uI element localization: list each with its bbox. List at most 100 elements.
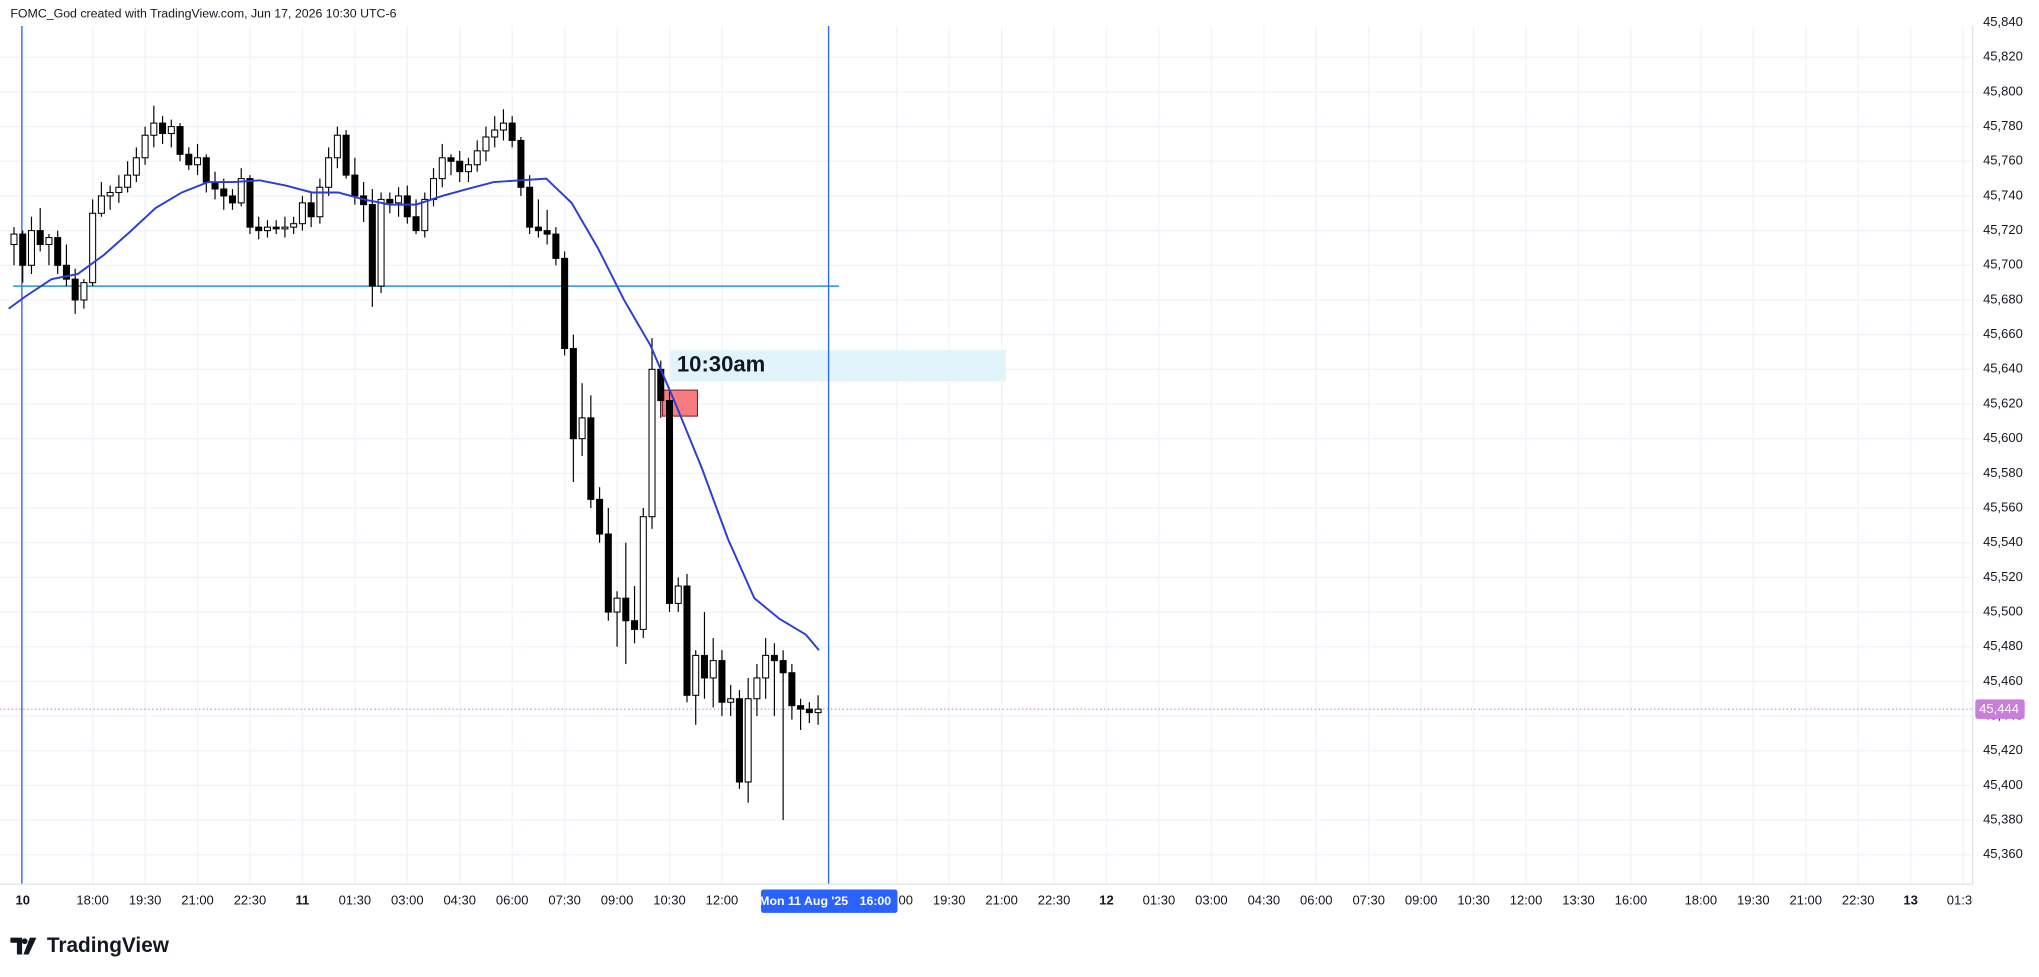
candle-body [325,157,333,188]
candle-body [797,705,805,710]
x-tick-label: 12:00 [706,893,739,908]
y-tick-label: 45,360 [1983,846,2023,861]
candle-body [788,672,796,707]
y-tick-label: 45,700 [1983,257,2023,272]
y-tick-label: 45,780 [1983,118,2023,133]
candle-body [613,597,621,613]
x-tick-label: 19:30 [129,893,162,908]
x-tick-label: 01:30 [339,893,372,908]
candle-body [753,677,761,700]
y-tick-label: 45,500 [1983,603,2023,618]
candle-body [552,233,560,259]
y-tick-label: 45,460 [1983,673,2023,688]
brand-name: TradingView [47,934,170,957]
x-tick-label: 19:30 [933,893,966,908]
candle-body [167,126,175,135]
candle-body [430,178,438,200]
brand-logo: TradingView [10,934,170,957]
y-tick-label: 45,400 [1983,777,2023,792]
y-tick-label: 45,560 [1983,499,2023,514]
x-tick-label: 22:30 [1842,893,1875,908]
x-tick-label: 10:30 [1457,893,1490,908]
y-tick-label: 45,380 [1983,812,2023,827]
x-tick-label: 03:00 [1195,893,1228,908]
candle-body [176,126,184,155]
y-tick-label: 45,420 [1983,742,2023,757]
logo-icon [10,937,37,955]
x-tick-label: 06:00 [496,893,529,908]
y-tick-label: 45,520 [1983,569,2023,584]
candle-body [631,620,639,630]
x-tick-label: 22:30 [1038,893,1071,908]
candle-body [36,230,44,246]
x-tick-label: 12 [1099,893,1113,908]
candle-body [491,129,499,138]
axis-layer: 45,36045,38045,40045,42045,44045,46045,4… [0,14,2023,885]
candle-body [814,708,822,714]
x-tick-label: 11 [296,893,310,908]
candle-body [132,157,140,176]
candle-body [106,191,114,197]
candle-body [438,157,446,180]
y-tick-label: 45,720 [1983,222,2023,237]
zone-label: 10:30am [677,352,765,377]
y-tick-label: 45,640 [1983,361,2023,376]
candle-body [194,157,202,166]
candle-body [237,178,245,204]
candle-body [115,186,123,193]
cursor-time-tag [760,889,898,913]
candle-body [368,204,376,287]
candle-body [727,698,735,703]
candle-body [307,202,315,218]
y-tick-label: 45,660 [1983,326,2023,341]
candle-body [298,202,306,225]
y-tick-label: 45,840 [1983,14,2023,29]
y-tick-label: 45,600 [1983,430,2023,445]
x-tick-label: 13:30 [1562,893,1595,908]
x-tick-label: 21:00 [181,893,214,908]
x-tick-label: 13 [1903,893,1917,908]
candle-body [639,516,647,630]
y-tick-label: 45,580 [1983,465,2023,480]
x-tick-label: 16:00 [1615,893,1648,908]
candle-body [762,654,770,679]
candle-body [141,134,149,159]
candle-body [412,216,420,232]
moving-average [8,177,820,651]
x-tick-label: 01:30 [1947,893,1980,908]
x-tick-label: 04:30 [1248,893,1281,908]
candle-body [482,136,490,152]
candle-body [473,150,481,166]
candle-body [220,188,228,197]
candle-body [499,122,507,131]
candle-body [447,157,455,162]
candle-body [587,417,595,500]
x-tick-label: 09:00 [1405,893,1438,908]
x-tick-label: 18:00 [76,893,109,908]
candle-body [124,174,132,188]
candle-body [255,226,263,232]
candle-body [674,585,682,604]
x-tick-label: 07:30 [1352,893,1385,908]
candle-body [534,226,542,232]
candle-body [517,139,525,188]
candle-body [805,708,813,714]
x-tick-label: 10 [15,893,29,908]
last-price-label: 45,444 [1979,701,2019,716]
x-tick-label: 12:00 [1510,893,1543,908]
cursor-time: 16:00 [860,894,892,908]
y-tick-label: 45,800 [1983,83,2023,98]
candle-body [683,585,691,696]
candle-body [692,654,700,696]
candle-body [159,122,167,135]
candle-body [526,186,534,228]
candle-body [263,226,271,232]
candle-body [71,278,79,301]
candle-body [403,195,411,218]
zone-box [670,350,1007,382]
candle-body [622,597,630,622]
x-tick-label: 06:00 [1300,893,1333,908]
candle-body [543,230,551,235]
